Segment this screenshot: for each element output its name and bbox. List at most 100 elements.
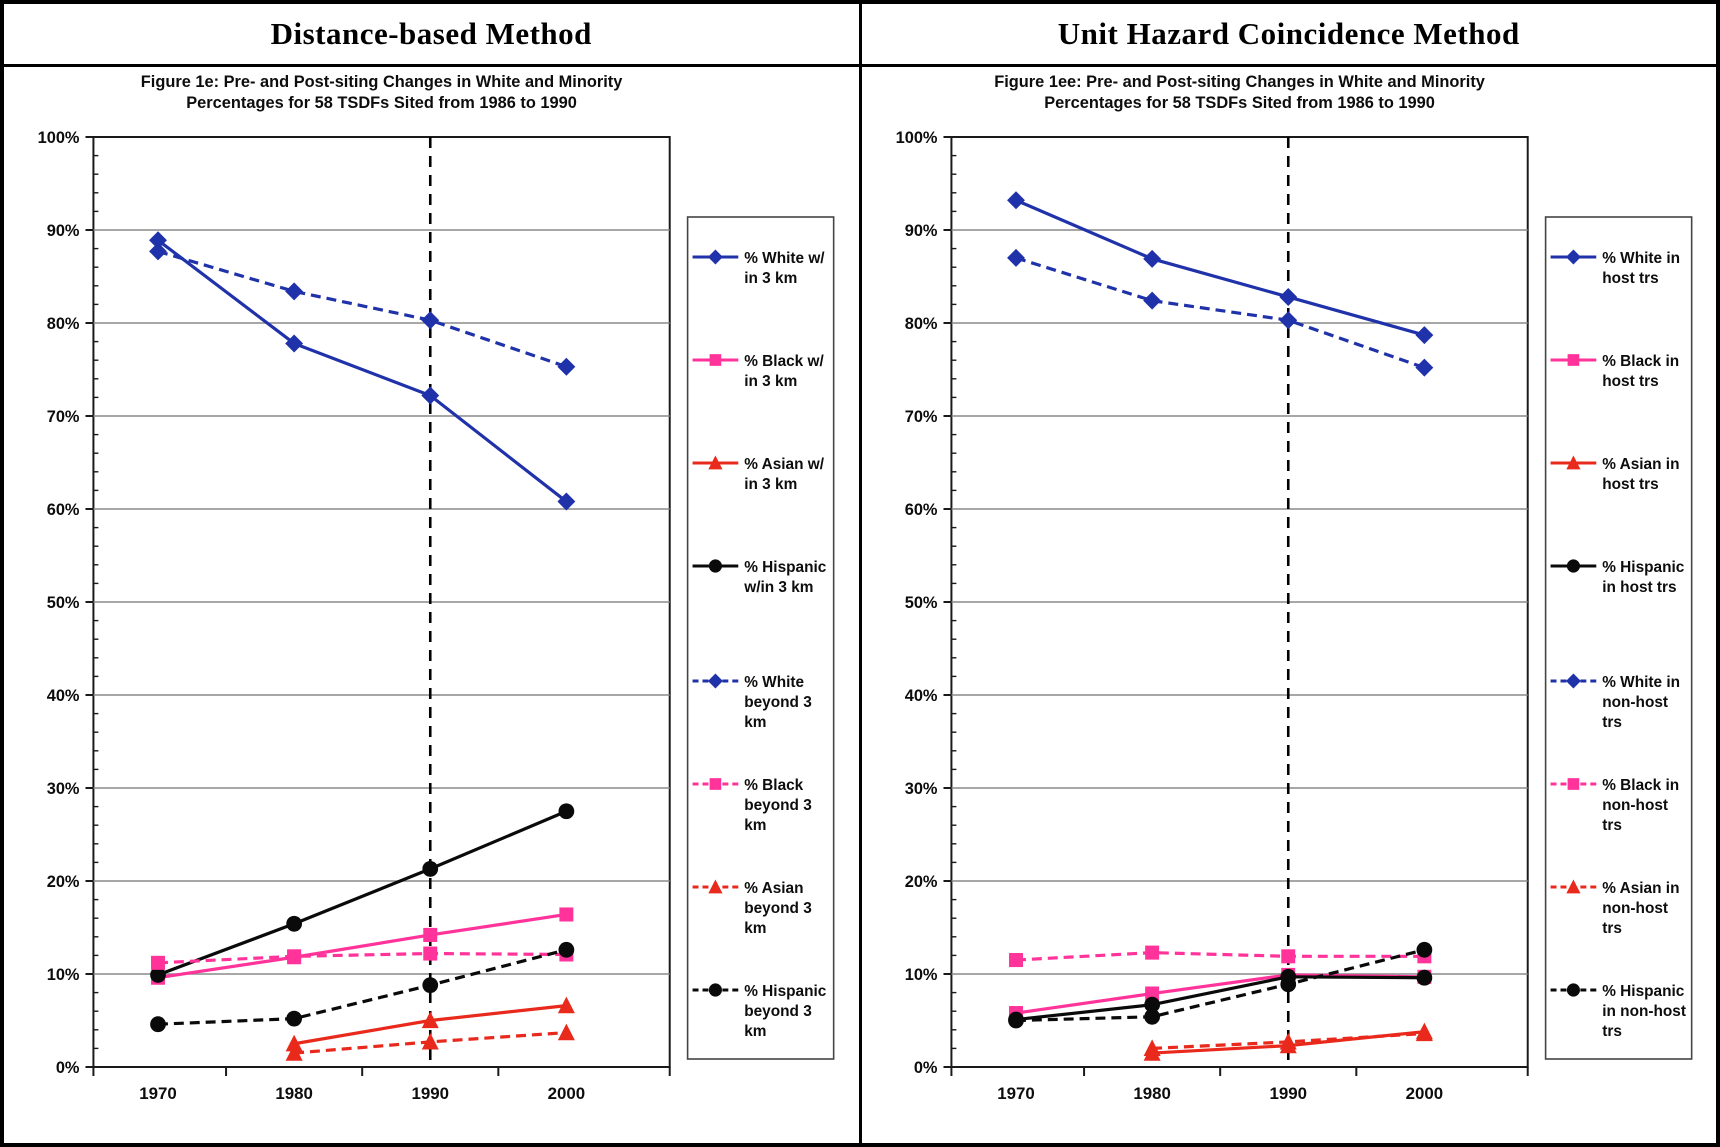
legend-label: in non-host [1602, 1003, 1686, 1020]
series-marker-5 [1280, 949, 1295, 964]
series-marker-1 [1144, 986, 1159, 1001]
legend-label: % Asian w/ [744, 456, 825, 473]
gridlines [950, 229, 1528, 975]
legend-swatch-marker [707, 249, 723, 265]
series-marker-7 [1416, 941, 1432, 958]
series-marker-1 [559, 907, 574, 922]
series-marker-7 [150, 1016, 166, 1033]
series-marker-2 [421, 1011, 439, 1029]
legend-label: % Asian in [1602, 880, 1679, 897]
legend-label: km [744, 714, 766, 731]
series-marker-1 [423, 927, 438, 942]
legend-entry-3: % Hispanic w/in 3 km [692, 559, 827, 596]
series-marker-6 [1415, 1024, 1433, 1042]
series-marker-3 [422, 860, 439, 877]
x-tick-label: 2000 [1405, 1084, 1443, 1103]
x-tick-label: 1990 [1269, 1084, 1307, 1103]
legend-label: w/in 3 km [743, 579, 813, 596]
series-marker-0 [149, 231, 167, 250]
series-marker-6 [1279, 1032, 1297, 1050]
y-tick-label: 90% [47, 222, 80, 240]
series-marker-5 [287, 949, 302, 964]
series-marker-4 [557, 357, 576, 376]
chart-title: Figure 1e: Pre- and Post-siting Changes … [141, 73, 623, 112]
series-marker-7 [1279, 976, 1296, 993]
chart-title-line: Figure 1e: Pre- and Post-siting Changes … [141, 73, 623, 91]
series-marker-4 [421, 311, 440, 330]
series-line-7 [1015, 948, 1425, 1023]
series-marker-4 [1142, 291, 1161, 310]
series-line-4 [1015, 256, 1425, 370]
panel-distance-based: Distance-based Method Figure 1e: Pre- an… [4, 4, 859, 1143]
legend-swatch-marker [709, 354, 722, 366]
legend-label: % Hispanic [744, 559, 827, 576]
panel-header-unit-hazard: Unit Hazard Coincidence Method [861, 4, 1716, 67]
series-marker-5 [151, 955, 165, 970]
legend-label: % White [744, 674, 804, 691]
panel-title: Unit Hazard Coincidence Method [1057, 16, 1520, 51]
y-tick-label: 40% [47, 687, 80, 705]
legend-label: in host trs [1602, 579, 1676, 596]
series-marker-0 [557, 492, 576, 511]
legend-label: % Asian [744, 880, 803, 897]
legend-entry-5: % Black beyond 3 km [692, 777, 812, 834]
legend-label: % White w/ [744, 250, 825, 267]
legend-entry-6: % Asian beyond 3 km [692, 879, 812, 937]
y-tick-label: 20% [47, 873, 80, 891]
chart-svg-unit-hazard: Figure 1ee: Pre- and Post-siting Changes… [895, 73, 1692, 1103]
chart-title-line: Figure 1ee: Pre- and Post-siting Changes… [994, 73, 1486, 91]
y-tick-label: 70% [904, 408, 937, 426]
chart-title: Figure 1ee: Pre- and Post-siting Changes… [994, 73, 1486, 112]
legend-label: trs [1602, 817, 1622, 834]
legend-label: trs [1602, 1023, 1622, 1040]
series-marker-6 [557, 1023, 575, 1041]
legend-label: in 3 km [744, 373, 797, 390]
legend-entry-2: % Asian in host trs [1550, 455, 1679, 493]
legend-label: % Hispanic [744, 983, 827, 1000]
series-marker-3 [286, 915, 303, 932]
x-axis: 1970 1980 1990 2000 [949, 1067, 1529, 1103]
panel-unit-hazard: Unit Hazard Coincidence Method Figure 1e… [858, 4, 1716, 1143]
y-tick-label: 50% [904, 594, 937, 612]
legend-label: % White in [1602, 250, 1680, 267]
series-line-5 [1015, 951, 1424, 962]
y-tick-label: 50% [47, 594, 80, 612]
x-tick-label: 2000 [548, 1084, 586, 1103]
series-marker-4 [149, 242, 167, 261]
y-tick-label: 0% [913, 1059, 937, 1077]
series-line-7 [157, 948, 567, 1026]
series-marker-0 [285, 334, 304, 353]
y-tick-label: 80% [47, 315, 80, 333]
legend-swatch-marker [1565, 673, 1581, 689]
chart-title-line: Percentages for 58 TSDFs Sited from 1986… [186, 94, 577, 112]
legend-swatch-marker [709, 778, 722, 790]
series-line-0 [157, 238, 568, 503]
y-tick-label: 30% [904, 780, 937, 798]
chart-svg-distance-based: Figure 1e: Pre- and Post-siting Changes … [38, 73, 835, 1103]
legend-label: beyond 3 [744, 1003, 812, 1020]
y-tick-label: 30% [47, 780, 80, 798]
series-line-0 [1014, 198, 1425, 337]
legend-entry-3: % Hispanic in host trs [1550, 559, 1684, 596]
series-marker-7 [286, 1010, 303, 1027]
legend-swatch-marker [1565, 455, 1581, 470]
legend-label: in 3 km [744, 476, 797, 493]
legend-swatch-marker [1567, 354, 1579, 366]
legend-label: trs [1602, 920, 1622, 937]
y-tick-label: 40% [904, 687, 937, 705]
chart-title-line: Percentages for 58 TSDFs Sited from 1986… [1044, 94, 1435, 112]
x-tick-label: 1970 [997, 1084, 1035, 1103]
y-tick-label: 60% [904, 501, 937, 519]
series-line-4 [157, 249, 567, 369]
series-line-5 [157, 951, 567, 965]
legend: % White w/in 3 km% Black w/in 3 km% Asia… [686, 216, 835, 1060]
panel-title: Distance-based Method [270, 16, 592, 51]
legend-label: km [744, 817, 766, 834]
x-axis: 1970 1980 1990 2000 [92, 1067, 671, 1103]
y-tick-label: 20% [904, 873, 937, 891]
series-marker-0 [1142, 249, 1161, 268]
panel-header-distance-based: Distance-based Method [4, 4, 859, 67]
legend-label: non-host [1602, 694, 1668, 711]
legend-swatch-marker [707, 673, 723, 689]
